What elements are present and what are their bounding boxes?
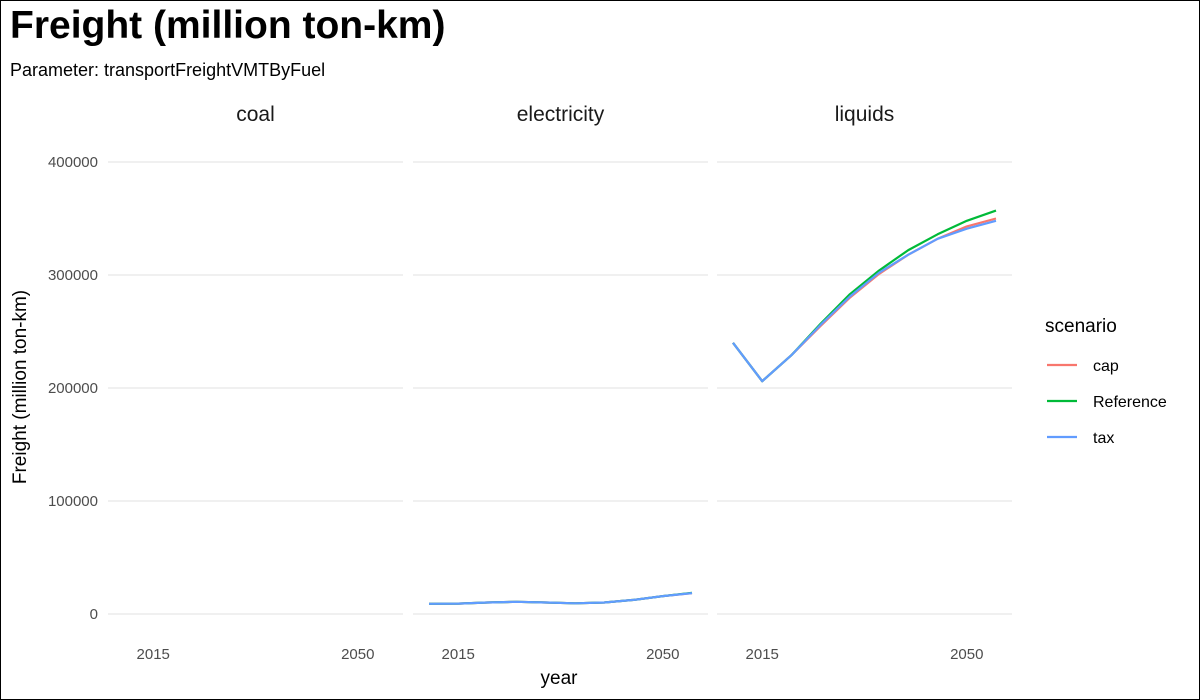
y-tick-label: 100000 xyxy=(48,493,98,510)
legend-title: scenario xyxy=(1045,316,1117,337)
legend: scenario cap Reference tax xyxy=(1045,316,1167,447)
x-axis-title: year xyxy=(541,668,579,689)
y-axis-title: Freight (million ton-km) xyxy=(10,290,31,484)
legend-label-reference: Reference xyxy=(1093,394,1167,411)
strip-labels: coal electricity liquids xyxy=(236,103,894,126)
y-tick-label: 0 xyxy=(90,606,98,623)
x-tick-label: 2050 xyxy=(950,646,983,663)
grid-layer xyxy=(108,161,1012,615)
tick-labels: 2015 2050 2015 2050 2015 2050 0 100000 200000 300… xyxy=(48,154,984,663)
series-line-electricity-tax xyxy=(428,592,693,605)
series-line-liquids-reference xyxy=(732,209,997,383)
series-lines xyxy=(428,209,997,605)
x-tick-label: 2015 xyxy=(137,646,170,663)
chart-title: Freight (million ton-km) xyxy=(10,4,446,47)
series-line-liquids-tax xyxy=(732,219,997,383)
y-tick-label: 200000 xyxy=(48,380,98,397)
x-tick-label: 2050 xyxy=(646,646,679,663)
series-line-liquids-cap xyxy=(732,217,997,383)
x-tick-label: 2050 xyxy=(341,646,374,663)
y-tick-label: 300000 xyxy=(48,267,98,284)
facet-strip-liquids: liquids xyxy=(835,103,895,126)
facet-strip-electricity: electricity xyxy=(517,103,605,126)
legend-label-cap: cap xyxy=(1093,358,1119,375)
legend-label-tax: tax xyxy=(1093,430,1114,447)
x-tick-label: 2015 xyxy=(746,646,779,663)
chart-subtitle: Parameter: transportFreightVMTByFuel xyxy=(10,60,326,80)
x-tick-label: 2015 xyxy=(442,646,475,663)
facet-strip-coal: coal xyxy=(236,103,275,126)
y-tick-label: 400000 xyxy=(48,154,98,171)
